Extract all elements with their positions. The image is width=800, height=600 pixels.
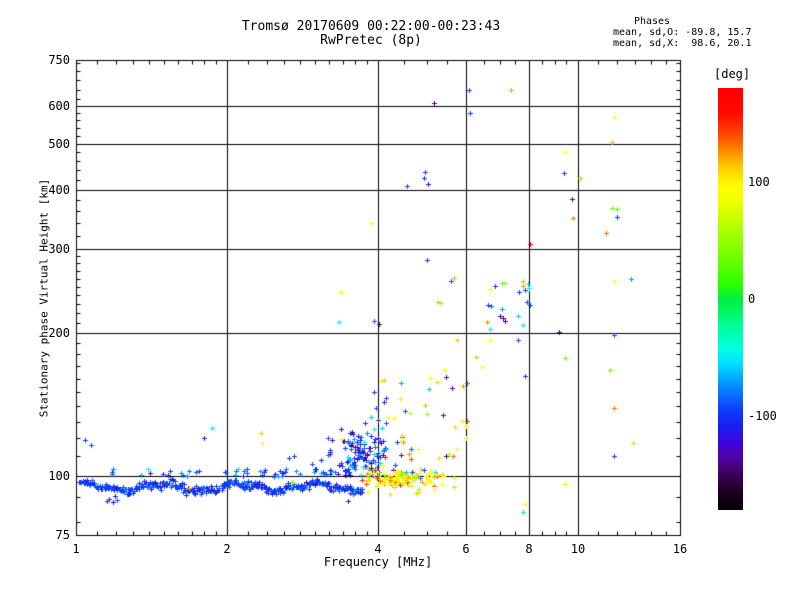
x-tick-label: 6 bbox=[462, 542, 470, 556]
y-tick-label: 750 bbox=[48, 53, 70, 67]
phases-stats-header: Phases bbox=[633, 16, 671, 27]
colorbar-unit-label: [deg] bbox=[714, 67, 751, 81]
plot-subtitle: RwPretec (8p) bbox=[320, 33, 422, 48]
y-tick-label: 500 bbox=[48, 137, 70, 151]
plot-title: Tromsø 20170609 00:22:00-00:23:43 bbox=[241, 19, 501, 34]
x-tick-label: 1 bbox=[72, 542, 80, 556]
colorbar-tick-label: -100 bbox=[748, 409, 777, 423]
y-tick-label: 300 bbox=[48, 242, 70, 256]
x-axis-label: Frequency [MHz] bbox=[323, 555, 433, 569]
colorbar-tick-label: 100 bbox=[748, 175, 770, 189]
y-tick-label: 75 bbox=[55, 528, 70, 542]
y-tick-label: 100 bbox=[48, 469, 70, 483]
y-tick-label: 200 bbox=[48, 326, 70, 340]
y-tick-label: 400 bbox=[48, 183, 70, 197]
y-tick-label: 600 bbox=[48, 99, 70, 113]
y-axis-label: Stationary phase Virtual Height [km] bbox=[37, 178, 51, 418]
phases-stats-x-mode: mean, sd,X: 98.6, 20.1 bbox=[613, 38, 752, 49]
phase-colorbar bbox=[718, 88, 743, 510]
x-tick-label: 8 bbox=[525, 542, 533, 556]
x-tick-label: 16 bbox=[672, 542, 688, 556]
x-tick-label: 2 bbox=[223, 542, 231, 556]
x-tick-label: 4 bbox=[374, 542, 382, 556]
x-tick-label: 10 bbox=[570, 542, 586, 556]
colorbar-tick-label: 0 bbox=[748, 292, 756, 306]
phases-stats-o-mode: mean, sd,O: -89.8, 15.7 bbox=[613, 27, 752, 38]
